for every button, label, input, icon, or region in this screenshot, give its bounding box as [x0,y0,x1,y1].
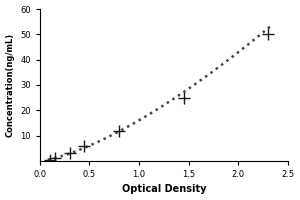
X-axis label: Optical Density: Optical Density [122,184,206,194]
Point [47,158,52,161]
Point [117,129,122,132]
Point [67,152,72,155]
Point [266,33,270,36]
Point [52,156,57,159]
Y-axis label: Concentration(ng/mL): Concentration(ng/mL) [6,33,15,137]
Point [181,96,186,99]
Point [82,144,87,147]
